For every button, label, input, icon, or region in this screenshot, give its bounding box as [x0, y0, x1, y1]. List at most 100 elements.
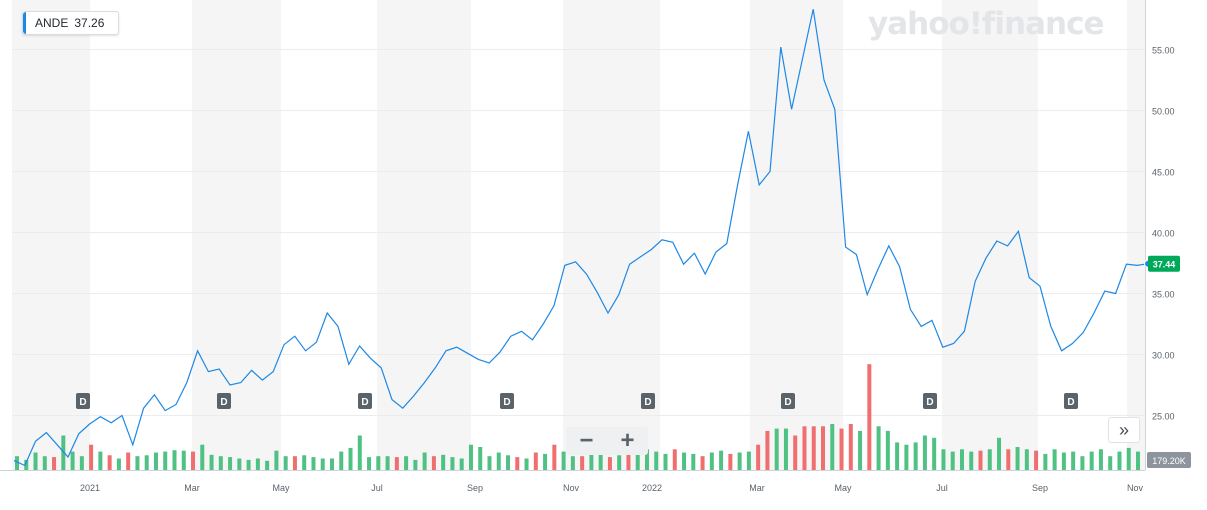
volume-bar [255, 458, 260, 470]
volume-bar [783, 428, 788, 470]
volume-bar [811, 426, 816, 470]
volume-bar [181, 450, 186, 470]
y-tick-label: 30.00 [1152, 351, 1175, 361]
x-tick-label: Sep [467, 483, 483, 493]
volume-bar [126, 452, 131, 470]
volume-bar [959, 449, 964, 470]
volume-bar [885, 430, 890, 470]
volume-bar [644, 449, 649, 470]
volume-bar [1015, 447, 1020, 470]
expand-chart-button[interactable]: » [1108, 417, 1140, 443]
volume-bar [922, 435, 927, 470]
volume-bar [311, 457, 316, 470]
zoom-out-button[interactable]: − [579, 427, 594, 454]
yahoo-finance-logo: yahoo!finance [868, 6, 1104, 42]
volume-bar [153, 452, 158, 470]
volume-label: 179.20K [1152, 456, 1186, 466]
volume-bar [1043, 453, 1048, 470]
last-price-tag [1148, 255, 1180, 272]
x-tick-label: May [834, 483, 852, 493]
x-tick-label: 2022 [642, 483, 662, 493]
dividend-marker-label: D [644, 397, 651, 408]
volume-bar [746, 451, 751, 470]
y-tick-label: 35.00 [1152, 290, 1175, 300]
volume-bar [283, 456, 288, 470]
volume-bar [450, 457, 455, 470]
volume-bar [821, 426, 826, 470]
volume-bar [441, 454, 446, 470]
x-tick-label: Nov [1127, 483, 1144, 493]
volume-bar [89, 444, 94, 470]
volume-bar [830, 424, 835, 470]
volume-bar [367, 457, 372, 470]
volume-bar [1006, 449, 1011, 470]
volume-bar [218, 456, 223, 470]
volume-bar [756, 444, 761, 470]
volume-bar [274, 450, 279, 470]
volume-bar [728, 453, 733, 470]
dividend-marker-label: D [79, 397, 86, 408]
volume-bar [663, 453, 668, 470]
volume-bar [589, 453, 594, 470]
volume-bar [144, 455, 149, 470]
y-tick-label: 55.00 [1152, 46, 1175, 56]
x-tick-label: Nov [563, 483, 580, 493]
last-price-label: 37.44 [1153, 260, 1176, 270]
volume-bar [200, 444, 205, 470]
volume-bar [552, 444, 557, 470]
volume-bar [98, 451, 103, 470]
dividend-marker-label: D [503, 397, 510, 408]
volume-bar [79, 456, 84, 470]
volume-bar [774, 428, 779, 470]
month-band [563, 0, 660, 470]
volume-bar [506, 455, 511, 470]
volume-bar [1136, 451, 1140, 470]
ticker-price: 37.26 [74, 16, 105, 30]
volume-bar [997, 437, 1002, 470]
volume-bar [932, 437, 937, 470]
zoom-controls: − + [566, 427, 648, 455]
volume-bar [1089, 451, 1094, 470]
volume-bar [570, 456, 575, 470]
volume-bar [265, 460, 270, 470]
volume-bar [987, 449, 992, 470]
volume-bar [580, 456, 585, 470]
volume-bar [163, 451, 168, 470]
dividend-marker-label: D [784, 397, 791, 408]
volume-bar [385, 456, 390, 470]
zoom-in-button[interactable]: + [620, 427, 635, 454]
volume-bar [209, 454, 214, 470]
y-tick-label: 40.00 [1152, 229, 1175, 239]
month-band [750, 0, 843, 470]
x-tick-label: Sep [1032, 483, 1048, 493]
volume-bar [292, 456, 297, 470]
dividend-marker-label: D [361, 397, 368, 408]
volume-bar [431, 456, 436, 470]
volume-bar [237, 458, 242, 470]
volume-bar [116, 458, 121, 470]
dividend-marker [1064, 393, 1078, 409]
volume-bar [52, 457, 57, 470]
volume-bar [524, 458, 529, 470]
volume-bar [626, 452, 631, 470]
volume-bar [172, 450, 177, 470]
volume-bar [357, 435, 362, 470]
volume-bar [1098, 449, 1103, 470]
dividend-marker-label: D [220, 397, 227, 408]
volume-bar [969, 451, 974, 470]
month-band [192, 0, 281, 470]
volume-bar [228, 457, 233, 470]
volume-bar [848, 424, 853, 470]
volume-bar [413, 459, 418, 470]
dividend-marker [781, 393, 795, 409]
volume-bar [691, 453, 696, 470]
volume-bar [672, 449, 677, 470]
x-tick-label: Jul [936, 483, 948, 493]
volume-bar [1126, 447, 1131, 470]
volume-bar [1108, 456, 1113, 470]
volume-bar [839, 428, 844, 470]
volume-bar [459, 458, 464, 470]
ticker-label: ANDE 37.26 [22, 11, 120, 35]
